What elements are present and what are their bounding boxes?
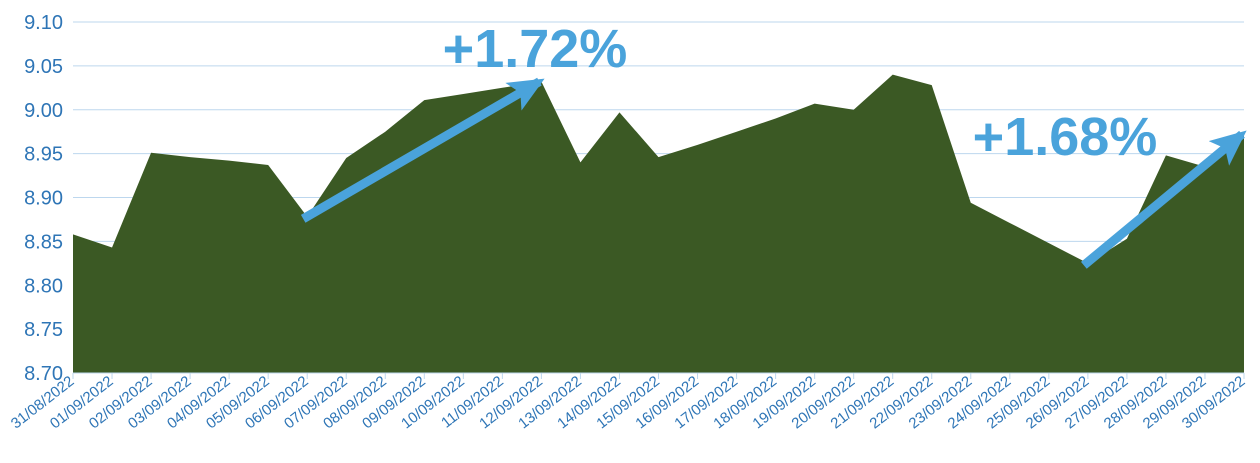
annotations: +1.72% +1.68% — [300, 19, 1247, 269]
y-tick-label: 9.00 — [24, 100, 63, 122]
y-tick-label: 8.90 — [24, 188, 63, 210]
annotation-arrow — [300, 77, 545, 223]
y-tick-label: 8.80 — [24, 275, 63, 297]
area-layer — [73, 74, 1244, 374]
y-tick-label: 8.85 — [24, 231, 63, 253]
y-axis: 8.70 8.75 8.80 8.85 8.90 8.95 9.00 9.05 9.10 — [24, 12, 63, 385]
y-tick-label: 8.95 — [24, 144, 63, 166]
annotation-label: +1.72% — [443, 19, 628, 79]
y-tick-label: 9.05 — [24, 56, 63, 78]
annotation-label: +1.68% — [973, 107, 1158, 167]
y-tick-label: 8.70 — [24, 363, 63, 385]
x-axis: 31/08/202201/09/202202/09/202203/09/2022… — [8, 372, 1248, 432]
y-tick-label: 9.10 — [24, 12, 63, 34]
area-series-0 — [73, 74, 1244, 374]
y-tick-label: 8.75 — [24, 319, 63, 341]
annotation-arrow — [1080, 130, 1247, 269]
